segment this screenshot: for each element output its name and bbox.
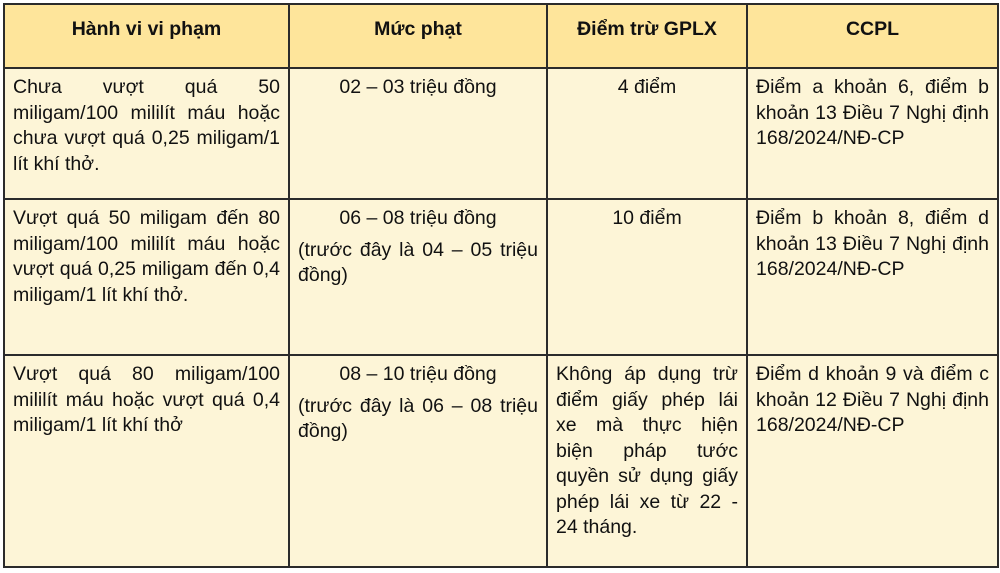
table-row: Vượt quá 50 miligam đến 80 miligam/100 m…: [3, 198, 999, 356]
points-cell: 4 điểm: [546, 67, 748, 200]
fine-previous: (trước đây là 04 – 05 triệu đồng): [298, 238, 538, 287]
table-row: Vượt quá 80 miligam/100 mililít máu hoặc…: [3, 354, 999, 568]
fine-amount: 06 – 08 triệu đồng: [339, 207, 497, 229]
header-fine: Mức phạt: [288, 3, 548, 69]
violation-cell: Chưa vượt quá 50 miligam/100 mililít máu…: [3, 67, 290, 200]
fine-cell: 02 – 03 triệu đồng: [288, 67, 548, 200]
fine-amount: 02 – 03 triệu đồng: [339, 76, 497, 98]
header-violation: Hành vi vi phạm: [3, 3, 290, 69]
table-row: Chưa vượt quá 50 miligam/100 mililít máu…: [3, 67, 999, 200]
table-header-row: Hành vi vi phạm Mức phạt Điểm trừ GPLX C…: [3, 3, 999, 69]
fine-cell: 08 – 10 triệu đồng (trước đây là 06 – 08 …: [288, 354, 548, 568]
points-cell: Không áp dụng trừ điểm giấy phép lái xe …: [546, 354, 748, 568]
points-cell: 10 điểm: [546, 198, 748, 356]
legal-basis-cell: Điểm d khoản 9 và điểm c khoản 12 Điều 7…: [746, 354, 999, 568]
legal-basis-cell: Điểm a khoản 6, điểm b khoản 13 Điều 7 N…: [746, 67, 999, 200]
fine-previous: (trước đây là 06 – 08 triệu đồng): [298, 394, 538, 443]
header-points: Điểm trừ GPLX: [546, 3, 748, 69]
legal-basis-cell: Điểm b khoản 8, điểm d khoản 13 Điều 7 N…: [746, 198, 999, 356]
fine-amount: 08 – 10 triệu đồng: [339, 363, 497, 385]
violation-cell: Vượt quá 80 miligam/100 mililít máu hoặc…: [3, 354, 290, 568]
fine-cell: 06 – 08 triệu đồng (trước đây là 04 – 05 …: [288, 198, 548, 356]
header-legal-basis: CCPL: [746, 3, 999, 69]
penalty-table: Hành vi vi phạm Mức phạt Điểm trừ GPLX C…: [3, 3, 999, 568]
violation-cell: Vượt quá 50 miligam đến 80 miligam/100 m…: [3, 198, 290, 356]
